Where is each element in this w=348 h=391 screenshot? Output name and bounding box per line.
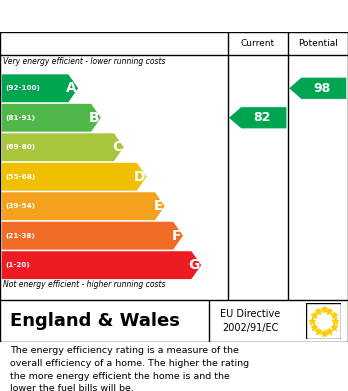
Text: (21-38): (21-38)	[5, 233, 35, 239]
Text: C: C	[112, 140, 122, 154]
Text: Energy Efficiency Rating: Energy Efficiency Rating	[10, 9, 232, 23]
Polygon shape	[2, 222, 183, 249]
Text: (1-20): (1-20)	[5, 262, 30, 268]
Polygon shape	[2, 74, 78, 102]
Text: B: B	[89, 111, 100, 125]
Text: E: E	[154, 199, 163, 213]
Polygon shape	[2, 163, 147, 191]
Text: G: G	[189, 258, 200, 272]
Polygon shape	[2, 104, 101, 132]
Polygon shape	[2, 133, 124, 161]
Text: F: F	[172, 229, 182, 243]
Text: A: A	[66, 81, 77, 95]
Text: (55-68): (55-68)	[5, 174, 35, 180]
Text: 82: 82	[253, 111, 270, 124]
Text: (69-80): (69-80)	[5, 144, 35, 150]
Text: Not energy efficient - higher running costs: Not energy efficient - higher running co…	[3, 280, 166, 289]
Polygon shape	[289, 78, 346, 99]
Text: Very energy efficient - lower running costs: Very energy efficient - lower running co…	[3, 57, 166, 66]
Polygon shape	[229, 107, 286, 128]
Polygon shape	[2, 251, 201, 279]
Text: 98: 98	[313, 82, 330, 95]
Text: (81-91): (81-91)	[5, 115, 35, 121]
Text: D: D	[134, 170, 145, 184]
Text: (39-54): (39-54)	[5, 203, 35, 209]
Text: Current: Current	[241, 39, 275, 48]
Text: Potential: Potential	[298, 39, 338, 48]
Text: EU Directive
2002/91/EC: EU Directive 2002/91/EC	[220, 309, 281, 333]
Text: England & Wales: England & Wales	[10, 312, 180, 330]
Text: (92-100): (92-100)	[5, 85, 40, 91]
Polygon shape	[2, 192, 165, 220]
Text: The energy efficiency rating is a measure of the
overall efficiency of a home. T: The energy efficiency rating is a measur…	[10, 346, 250, 391]
